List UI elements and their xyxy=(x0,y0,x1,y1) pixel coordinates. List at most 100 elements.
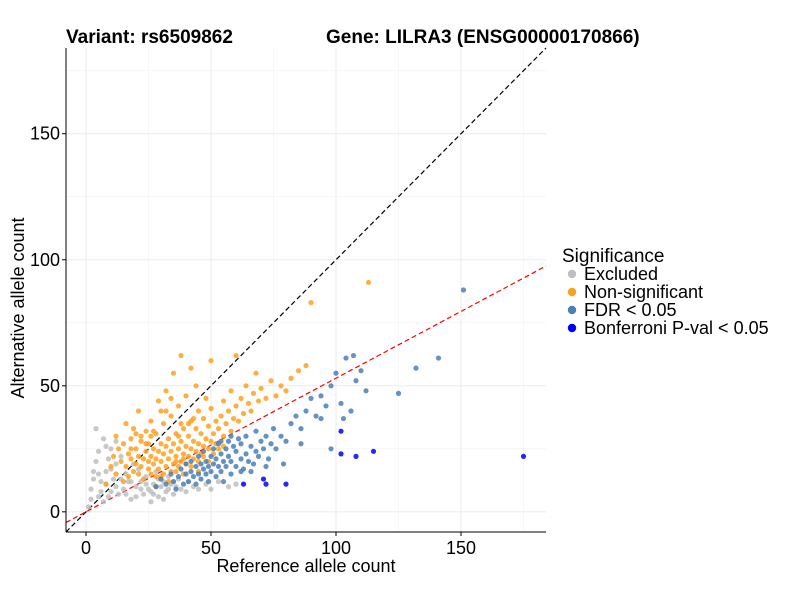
point-non-significant xyxy=(168,413,174,419)
point-excluded xyxy=(108,446,114,452)
point-non-significant xyxy=(283,388,289,394)
point-excluded xyxy=(170,491,177,497)
point-non-significant xyxy=(180,451,187,457)
point-non-significant xyxy=(253,370,259,376)
point-excluded xyxy=(165,486,172,492)
point-non-significant xyxy=(165,456,172,462)
point-fdr-0-05 xyxy=(215,463,222,470)
point-bonferroni-p-val-0-05 xyxy=(260,476,267,482)
legend: Significance ExcludedNon-significantFDR … xyxy=(562,246,769,338)
point-non-significant xyxy=(193,383,199,389)
point-non-significant xyxy=(205,446,212,452)
point-non-significant xyxy=(140,456,147,462)
point-fdr-0-05 xyxy=(395,390,402,396)
point-fdr-0-05 xyxy=(200,466,207,472)
point-non-significant xyxy=(218,413,224,419)
point-non-significant xyxy=(138,438,144,444)
point-non-significant xyxy=(133,446,139,452)
point-excluded xyxy=(183,489,189,495)
point-excluded xyxy=(95,448,102,454)
point-fdr-0-05 xyxy=(253,428,259,434)
point-fdr-0-05 xyxy=(233,463,239,470)
point-non-significant xyxy=(215,446,222,452)
legend-key-non-significant xyxy=(567,287,577,297)
point-bonferroni-p-val-0-05 xyxy=(338,451,344,457)
point-non-significant xyxy=(173,453,179,459)
point-fdr-0-05 xyxy=(225,453,232,459)
point-fdr-0-05 xyxy=(263,433,269,439)
point-fdr-0-05 xyxy=(318,415,324,422)
point-fdr-0-05 xyxy=(173,486,179,492)
point-non-significant xyxy=(153,456,159,462)
point-non-significant xyxy=(365,279,372,286)
point-fdr-0-05 xyxy=(208,453,214,459)
point-excluded xyxy=(105,494,112,500)
point-excluded xyxy=(160,496,167,502)
point-fdr-0-05 xyxy=(283,438,289,444)
title-variant: Variant: rs6509862 xyxy=(66,27,233,48)
point-fdr-0-05 xyxy=(298,426,304,432)
point-excluded xyxy=(95,494,102,500)
point-non-significant xyxy=(108,463,114,470)
point-non-significant xyxy=(185,453,192,459)
point-fdr-0-05 xyxy=(223,463,229,470)
point-excluded xyxy=(88,496,94,502)
legend-label-non-significant: Non-significant xyxy=(584,282,703,302)
point-non-significant xyxy=(128,446,134,452)
point-non-significant xyxy=(140,476,147,482)
point-fdr-0-05 xyxy=(163,481,169,487)
point-fdr-0-05 xyxy=(175,473,182,480)
point-excluded xyxy=(100,499,107,505)
point-excluded xyxy=(118,453,124,459)
point-fdr-0-05 xyxy=(218,468,224,475)
point-non-significant xyxy=(138,433,144,439)
point-excluded xyxy=(108,489,114,495)
axes xyxy=(65,48,546,533)
title-gene: Gene: LILRA3 (ENSG00000170866) xyxy=(326,27,640,48)
point-fdr-0-05 xyxy=(435,355,442,361)
point-fdr-0-05 xyxy=(210,461,217,467)
point-non-significant xyxy=(228,388,234,394)
legend-label-bonferroni-p-val-0-05: Bonferroni P-val < 0.05 xyxy=(584,318,769,338)
point-excluded xyxy=(95,471,102,477)
point-non-significant xyxy=(168,395,174,401)
point-excluded xyxy=(93,426,99,432)
point-fdr-0-05 xyxy=(205,478,212,485)
point-excluded xyxy=(103,468,109,475)
point-non-significant xyxy=(183,393,189,399)
point-excluded xyxy=(110,476,117,482)
point-bonferroni-p-val-0-05 xyxy=(370,448,377,454)
point-excluded xyxy=(113,484,119,490)
point-non-significant xyxy=(128,436,134,442)
point-non-significant xyxy=(200,453,207,459)
point-non-significant xyxy=(180,426,187,432)
point-fdr-0-05 xyxy=(183,461,189,467)
point-fdr-0-05 xyxy=(308,395,314,401)
point-fdr-0-05 xyxy=(180,481,187,487)
point-non-significant xyxy=(120,441,127,447)
point-fdr-0-05 xyxy=(258,438,264,444)
x-axis-title: Reference allele count xyxy=(216,556,395,576)
point-non-significant xyxy=(198,431,204,437)
point-fdr-0-05 xyxy=(268,441,274,447)
point-non-significant xyxy=(203,395,209,401)
point-non-significant xyxy=(133,431,139,437)
point-fdr-0-05 xyxy=(185,478,192,485)
point-non-significant xyxy=(205,423,212,429)
point-fdr-0-05 xyxy=(273,446,279,452)
x-tick-label: 0 xyxy=(81,538,91,558)
point-bonferroni-p-val-0-05 xyxy=(520,453,527,459)
point-bonferroni-p-val-0-05 xyxy=(240,481,247,487)
point-non-significant xyxy=(148,433,154,439)
point-non-significant xyxy=(178,352,184,359)
point-fdr-0-05 xyxy=(168,471,174,477)
point-excluded xyxy=(208,486,214,492)
point-non-significant xyxy=(250,390,257,396)
point-non-significant xyxy=(248,408,254,414)
point-non-significant xyxy=(233,403,239,409)
point-non-significant xyxy=(130,468,137,475)
point-fdr-0-05 xyxy=(193,481,199,487)
point-fdr-0-05 xyxy=(203,471,209,477)
point-non-significant xyxy=(163,443,169,449)
point-excluded xyxy=(113,438,119,444)
